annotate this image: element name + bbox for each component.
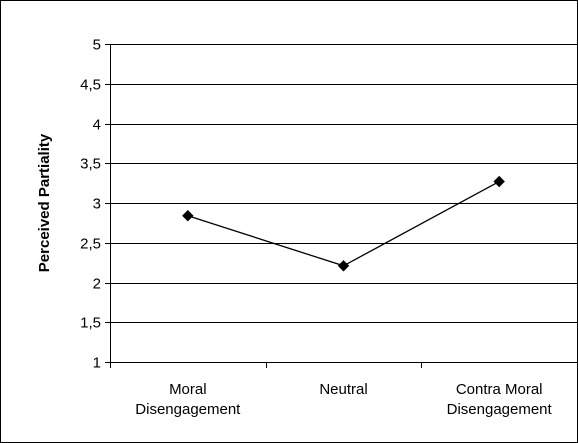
series-line — [187, 180, 500, 267]
y-tick-label: 4 — [93, 117, 101, 134]
y-tick-label: 1,5 — [80, 315, 101, 332]
y-tick-labels: 1 1,5 2 2,5 3 3,5 4 4,5 5 — [80, 37, 101, 372]
y-tick-label: 3,5 — [80, 156, 101, 173]
x-tick-label: Moral Disengagement — [135, 381, 241, 418]
y-tick-label: 5 — [93, 37, 101, 54]
y-tick-label: 2,5 — [80, 236, 101, 253]
y-tick-label: 4,5 — [80, 77, 101, 94]
x-tick-label: Contra Moral Disengagement — [447, 381, 553, 418]
x-tick-labels: Moral Disengagement Neutral Contra Moral Dis… — [135, 381, 552, 418]
axes — [105, 44, 578, 368]
y-tick-label: 3 — [93, 196, 101, 213]
y-tick-label: 1 — [93, 355, 101, 372]
data-point — [182, 210, 194, 222]
gridlines — [110, 44, 577, 323]
data-point — [493, 175, 505, 188]
series — [182, 175, 505, 272]
y-tick-label: 2 — [93, 276, 101, 293]
x-tick-label: Neutral — [319, 381, 367, 398]
data-point — [337, 260, 350, 272]
y-axis-title: Perceived Partiality — [36, 133, 53, 272]
